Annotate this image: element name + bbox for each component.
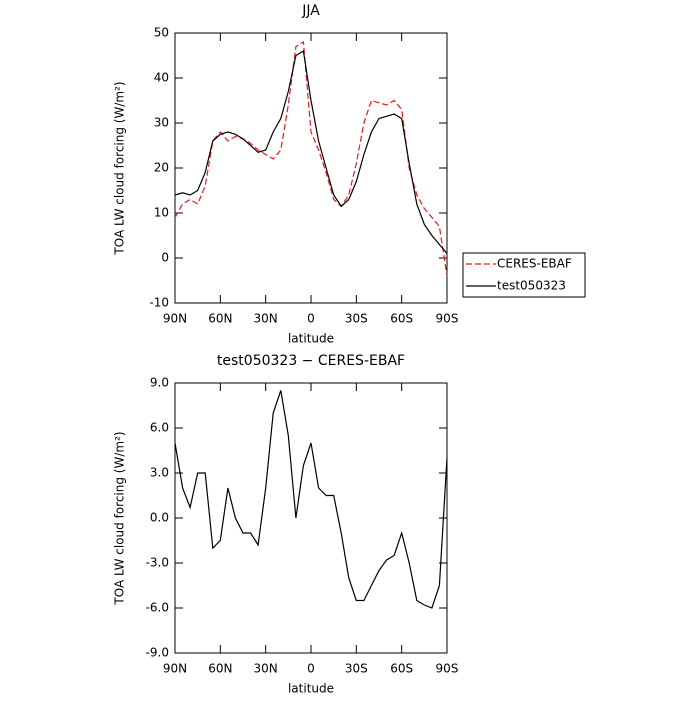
y-tick-label: 3.0 (150, 466, 169, 480)
x-tick-label: 0 (307, 662, 315, 676)
x-tick-label: 30N (254, 662, 278, 676)
x-tick-label: 90N (163, 312, 187, 326)
x-tick-label: 30N (254, 312, 278, 326)
x-tick-label: 60S (390, 312, 413, 326)
x-tick-label: 90N (163, 662, 187, 676)
chart-title: JJA (301, 3, 320, 19)
x-axis-label: latitude (288, 332, 334, 346)
legend-label: test050323 (497, 279, 566, 293)
y-tick-label: 20 (154, 161, 169, 175)
x-tick-label: 30S (345, 662, 368, 676)
x-tick-label: 0 (307, 312, 315, 326)
y-tick-label: -10 (149, 296, 169, 310)
y-tick-label: 6.0 (150, 421, 169, 435)
y-tick-label: 30 (154, 116, 169, 130)
y-tick-label: 0 (161, 251, 169, 265)
plot-frame (174, 382, 448, 654)
y-tick-label: 40 (154, 71, 169, 85)
data-line (174, 40, 448, 277)
y-tick-label: 0.0 (150, 511, 169, 525)
legend-box (462, 252, 586, 298)
x-tick-label: 60N (208, 662, 232, 676)
y-tick-label: -9.0 (146, 646, 169, 660)
data-line (174, 50, 448, 254)
x-tick-label: 90S (436, 312, 459, 326)
x-tick-label: 60S (390, 662, 413, 676)
y-tick-label: 10 (154, 206, 169, 220)
chart-title: test050323 − CERES-EBAF (217, 353, 405, 369)
data-line (174, 390, 448, 609)
legend-label: CERES-EBAF (497, 257, 572, 271)
y-tick-label: -3.0 (146, 556, 169, 570)
y-tick-label: -6.0 (146, 601, 169, 615)
x-tick-label: 30S (345, 312, 368, 326)
plot-frame (174, 32, 448, 304)
x-tick-label: 90S (436, 662, 459, 676)
y-axis-label: TOA LW cloud forcing (W/m²) (113, 81, 127, 255)
y-tick-label: 9.0 (150, 376, 169, 390)
x-axis-label: latitude (288, 682, 334, 696)
y-axis-label: TOA LW cloud forcing (W/m²) (113, 431, 127, 605)
x-tick-label: 60N (208, 312, 232, 326)
y-tick-label: 50 (154, 26, 169, 40)
